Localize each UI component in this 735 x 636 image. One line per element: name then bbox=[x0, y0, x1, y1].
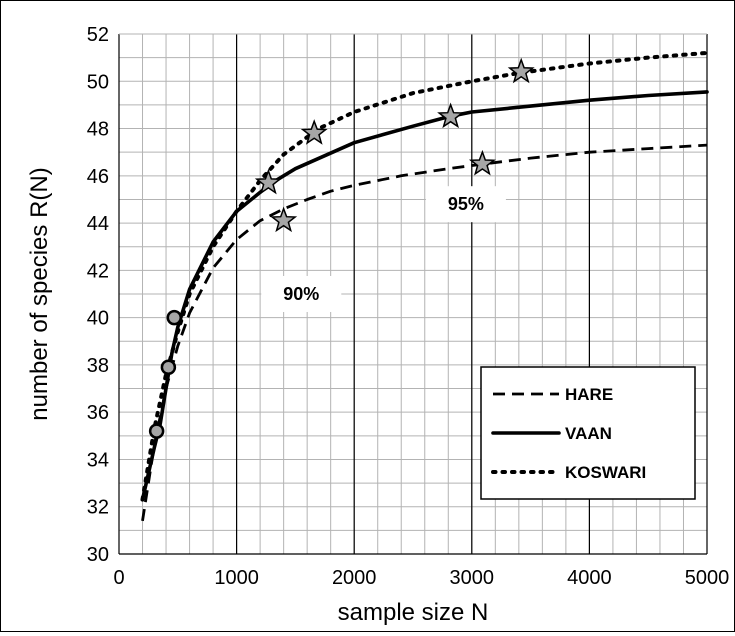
y-tick-label: 46 bbox=[87, 166, 109, 188]
legend-label-vaan: VAAN bbox=[565, 424, 612, 443]
series-line-hare bbox=[141, 143, 708, 522]
star-marker bbox=[254, 168, 282, 195]
star-marker bbox=[437, 102, 465, 129]
y-tick-label: 36 bbox=[87, 402, 109, 424]
x-tick-label: 5000 bbox=[685, 567, 730, 589]
y-axis-title: number of species R(N) bbox=[26, 167, 53, 420]
annotation-label: 90% bbox=[283, 284, 319, 304]
y-tick-label: 50 bbox=[87, 71, 109, 93]
y-tick-label: 44 bbox=[87, 213, 109, 235]
y-tick-label: 52 bbox=[87, 24, 109, 46]
legend-label-hare: HARE bbox=[565, 385, 613, 404]
x-tick-label: 1000 bbox=[214, 567, 259, 589]
x-tick-label: 0 bbox=[113, 567, 124, 589]
circle-marker bbox=[148, 423, 165, 439]
y-tick-label: 30 bbox=[87, 544, 109, 566]
star-marker bbox=[300, 119, 328, 145]
markers bbox=[148, 57, 535, 439]
annotation-box bbox=[425, 186, 506, 223]
y-tick-label: 34 bbox=[87, 449, 109, 471]
circle-marker bbox=[160, 359, 177, 376]
legend: HARE VAAN KOSWARI bbox=[480, 366, 696, 500]
tick-labels: 0 1000 2000 3000 4000 5000 30 32 34 36 38 40 42 44 46 4… bbox=[87, 24, 730, 589]
star-marker bbox=[507, 57, 535, 84]
annotations: 90% 95% bbox=[261, 186, 506, 312]
annotation-label: 95% bbox=[448, 194, 484, 214]
star-marker bbox=[468, 149, 496, 176]
star-marker bbox=[270, 206, 298, 233]
x-tick-label: 2000 bbox=[332, 567, 377, 589]
y-tick-label: 48 bbox=[87, 119, 109, 141]
annotation-box bbox=[261, 276, 342, 312]
y-tick-label: 42 bbox=[87, 260, 109, 282]
legend-label-koswari: KOSWARI bbox=[565, 463, 646, 482]
y-tick-label: 40 bbox=[87, 308, 109, 330]
x-tick-label: 3000 bbox=[450, 567, 495, 589]
y-tick-label: 32 bbox=[87, 497, 109, 519]
x-axis-title: sample size N bbox=[338, 599, 489, 626]
circle-marker bbox=[166, 309, 183, 326]
x-tick-label: 4000 bbox=[567, 567, 612, 589]
series-line-koswari bbox=[140, 50, 709, 502]
y-tick-label: 38 bbox=[87, 355, 109, 377]
